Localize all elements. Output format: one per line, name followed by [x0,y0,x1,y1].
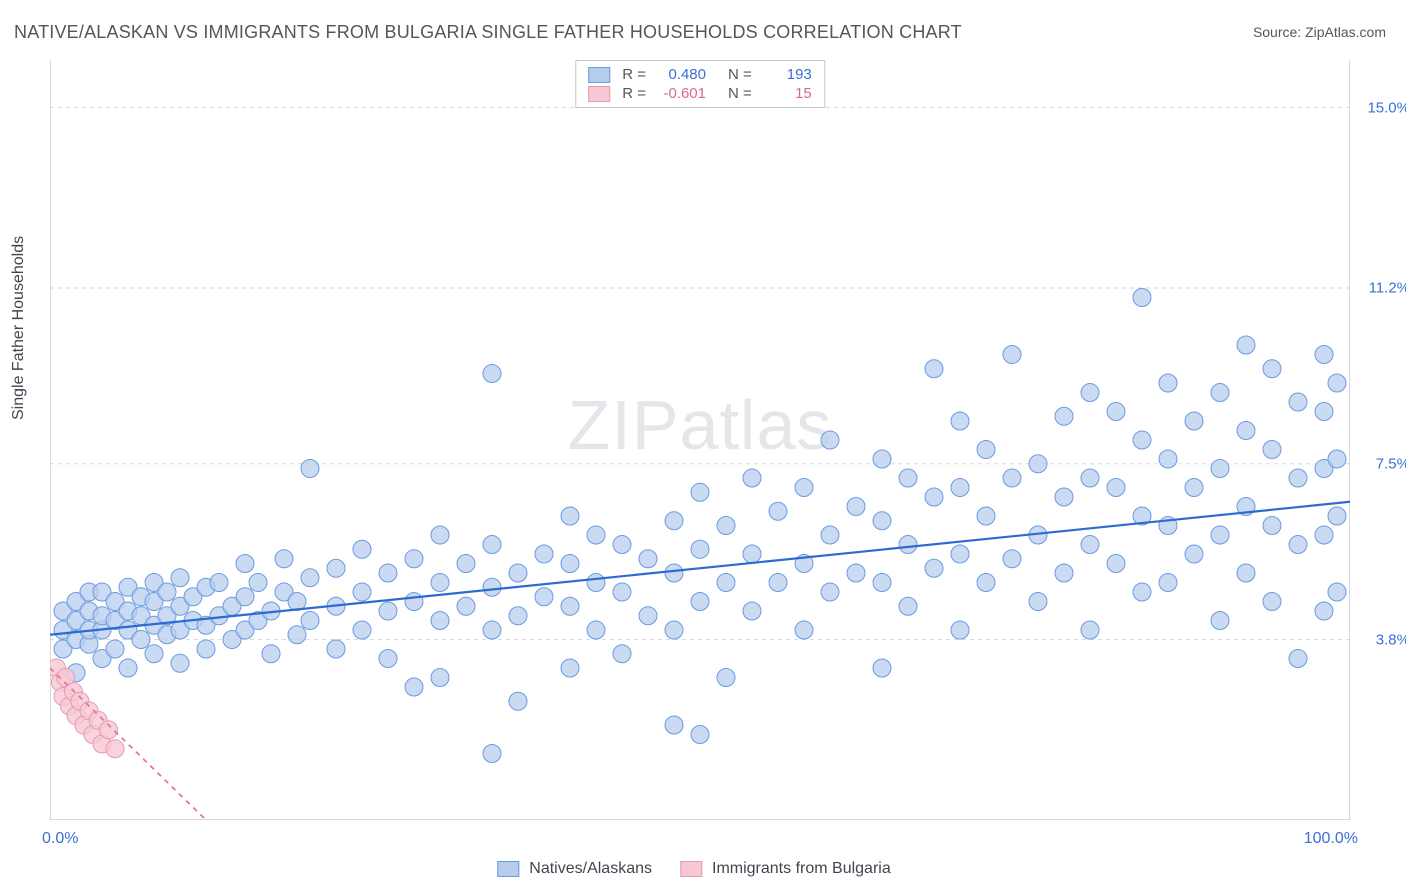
chart-container: NATIVE/ALASKAN VS IMMIGRANTS FROM BULGAR… [0,0,1406,892]
r-label: R = [622,66,646,83]
legend-swatch [588,67,610,83]
r-label: R = [622,85,646,102]
y-tick-label: 7.5% [1376,455,1406,472]
legend-swatch [680,861,702,877]
n-value: 193 [760,66,812,83]
legend-label: Natives/Alaskans [529,860,652,878]
legend-row: R = -0.601 N = 15 [588,84,812,103]
x-axis-min-label: 0.0% [42,830,78,848]
series-legend: Natives/Alaskans Immigrants from Bulgaria [497,860,908,878]
legend-label: Immigrants from Bulgaria [712,860,891,878]
x-axis-max-label: 100.0% [1304,830,1358,848]
legend-swatch [497,861,519,877]
n-value: 15 [760,85,812,102]
legend-row: R = 0.480 N = 193 [588,65,812,84]
y-tick-label: 3.8% [1376,631,1406,648]
n-label: N = [728,85,752,102]
plot-area: ZIPatlas R =0.480N =193R =-0.601N =15 0.… [50,60,1350,820]
r-value: -0.601 [654,85,706,102]
scatter-chart [50,60,1350,820]
correlation-legend: R = 0.480 N = 193 R = -0.601 N = 15 [575,60,825,108]
y-axis-label: Single Father Households [10,236,28,420]
legend-swatch [588,86,610,102]
y-tick-label: 15.0% [1367,99,1406,116]
n-label: N = [728,66,752,83]
y-tick-label: 11.2% [1369,280,1406,297]
chart-title: NATIVE/ALASKAN VS IMMIGRANTS FROM BULGAR… [14,22,962,43]
r-value: 0.480 [654,66,706,83]
source-attribution: Source: ZipAtlas.com [1253,24,1386,40]
